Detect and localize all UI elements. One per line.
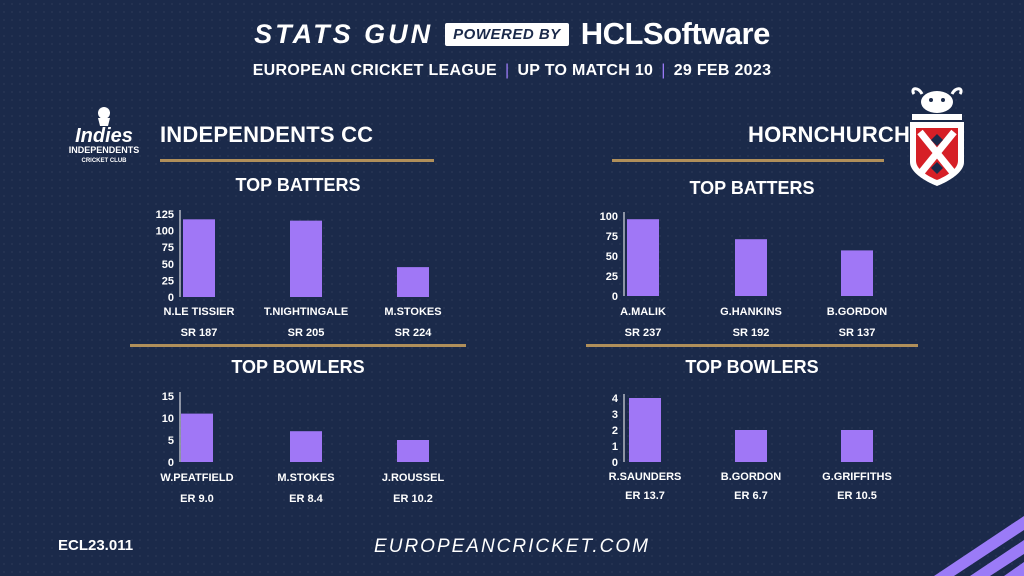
bar: [841, 430, 873, 462]
brand-row: STATS GUN POWERED BY HCLSoftware: [0, 14, 1024, 54]
match-info: UP TO MATCH 10: [517, 62, 654, 79]
separator: |: [504, 62, 510, 79]
x-category-label: G.HANKINS: [720, 306, 782, 318]
powered-by-badge: POWERED BY: [445, 22, 569, 46]
y-tick-label: 125: [156, 209, 174, 221]
bar: [183, 219, 215, 297]
footer-url: EUROPEANCRICKET.COM: [374, 536, 650, 557]
bar: [397, 267, 429, 297]
separator: |: [661, 62, 666, 79]
bar-sublabel: ER 8.4: [289, 493, 324, 505]
section-title-left-bowlers: TOP BOWLERS: [231, 357, 365, 377]
bar-sublabel: SR 205: [288, 327, 325, 339]
hornchurch-crest: [904, 84, 970, 188]
bar: [629, 398, 661, 462]
section-title-left-batters: TOP BATTERS: [235, 175, 361, 195]
x-category-label: M.STOKES: [384, 306, 441, 318]
bar-sublabel: SR 137: [839, 327, 876, 339]
decorative-stripes: [934, 516, 1024, 576]
bar: [290, 431, 322, 462]
logo-line2: INDEPENDENTS: [69, 145, 140, 155]
header: STATS GUN POWERED BY HCLSoftware EUROPEA…: [0, 14, 1024, 80]
ecl-code: ECL23.011: [58, 537, 134, 554]
y-tick-label: 15: [162, 391, 174, 403]
bar-sublabel: ER 13.7: [625, 490, 665, 502]
section-title-right-bowlers: TOP BOWLERS: [685, 357, 819, 377]
x-category-label: W.PEATFIELD: [160, 472, 233, 484]
bar-sublabel: SR 187: [181, 327, 218, 339]
bar-sublabel: ER 10.2: [393, 493, 433, 505]
divider-left-mid: [130, 344, 466, 347]
bar-sublabel: ER 6.7: [734, 490, 768, 502]
x-category-label: R.SAUNDERS: [609, 471, 682, 483]
y-tick-label: 75: [606, 231, 618, 243]
bar: [627, 219, 659, 296]
league-name: EUROPEAN CRICKET LEAGUE: [252, 62, 497, 79]
team-name-left: INDEPENDENTS CC: [160, 122, 374, 147]
y-tick-label: 25: [606, 271, 618, 283]
y-tick-label: 100: [600, 211, 618, 223]
bar: [735, 239, 767, 296]
bar-sublabel: ER 10.5: [837, 490, 877, 502]
y-tick-label: 75: [162, 242, 174, 254]
x-category-label: J.ROUSSEL: [382, 472, 445, 484]
date: 29 FEB 2023: [673, 62, 772, 79]
y-tick-label: 0: [168, 292, 174, 304]
sponsor-logo: HCLSoftware: [580, 16, 771, 51]
y-tick-label: 4: [612, 393, 619, 405]
bar: [735, 430, 767, 462]
section-title-right-batters: TOP BATTERS: [689, 178, 815, 198]
x-category-label: M.STOKES: [277, 472, 334, 484]
bar-sublabel: SR 224: [395, 327, 433, 339]
bar-sublabel: ER 9.0: [180, 493, 214, 505]
y-tick-label: 25: [162, 275, 174, 287]
y-tick-label: 2: [612, 425, 618, 437]
y-tick-label: 100: [156, 226, 174, 238]
team-name-right: HORNCHURCH: [748, 122, 911, 147]
x-category-label: B.GORDON: [721, 471, 782, 483]
y-tick-label: 3: [612, 409, 618, 421]
divider-right-top: [612, 159, 884, 162]
divider-left-top: [160, 159, 434, 162]
y-tick-label: 1: [612, 441, 618, 453]
bar-sublabel: SR 192: [733, 327, 770, 339]
y-tick-label: 50: [162, 259, 174, 271]
y-tick-label: 5: [168, 435, 174, 447]
bar: [290, 220, 322, 297]
bar: [181, 413, 213, 462]
y-tick-label: 0: [168, 457, 174, 469]
brand-title: STATS GUN: [254, 18, 434, 49]
y-tick-label: 50: [606, 251, 618, 263]
subtitle: EUROPEAN CRICKET LEAGUE | UP TO MATCH 10…: [0, 62, 1024, 80]
y-tick-label: 0: [612, 457, 618, 469]
x-category-label: B.GORDON: [827, 306, 888, 318]
bar: [397, 440, 429, 462]
logo-script: Indies: [75, 125, 133, 147]
divider-right-mid: [586, 344, 918, 347]
bar-sublabel: SR 237: [625, 327, 662, 339]
x-category-label: T.NIGHTINGALE: [264, 306, 348, 318]
logo-line3: CRICKET CLUB: [82, 158, 128, 164]
y-tick-label: 10: [162, 413, 174, 425]
x-category-label: A.MALIK: [620, 306, 666, 318]
y-tick-label: 0: [612, 291, 618, 303]
independents-logo: Indies INDEPENDENTS CRICKET CLUB: [62, 104, 146, 168]
x-category-label: G.GRIFFITHS: [822, 471, 892, 483]
bar: [841, 250, 873, 296]
x-category-label: N.LE TISSIER: [164, 306, 235, 318]
